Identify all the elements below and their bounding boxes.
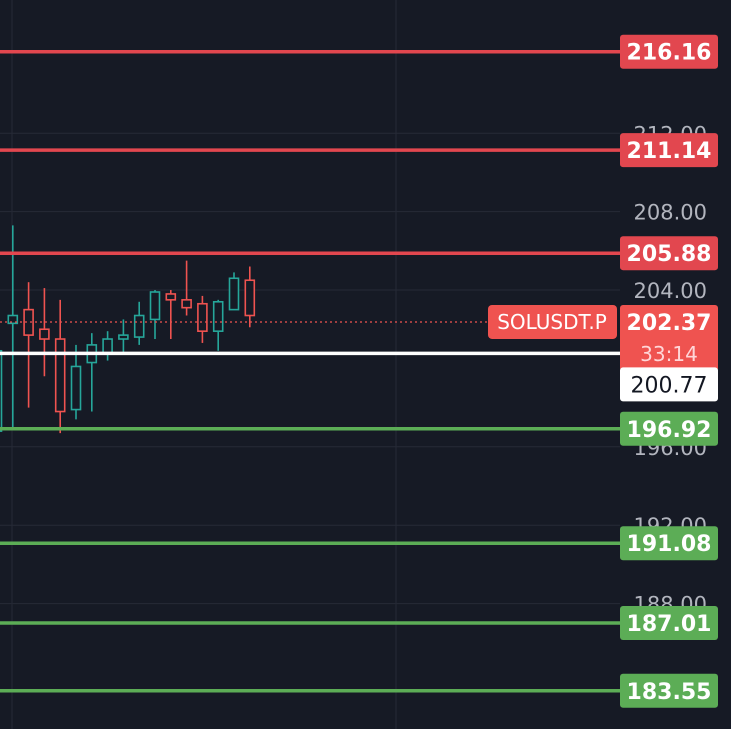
support-level-tag-label: 196.92 bbox=[627, 418, 712, 443]
support-level-tag bbox=[620, 605, 718, 640]
candle bbox=[228, 272, 240, 311]
resistance-level-tag bbox=[620, 236, 718, 271]
candle bbox=[244, 266, 256, 328]
price-tick-label: 208.00 bbox=[634, 201, 707, 225]
last-price-tag bbox=[620, 304, 718, 371]
resistance-level-tag bbox=[620, 34, 718, 69]
crosshair-tag bbox=[620, 367, 718, 402]
candle bbox=[133, 301, 145, 345]
chart-grid bbox=[0, 0, 620, 729]
support-level-tag bbox=[620, 411, 718, 446]
support-level-tag-label: 183.55 bbox=[627, 680, 712, 705]
candle bbox=[197, 295, 208, 343]
horizontal-levels: 216.16 211.14 205.88 196.92 191.08 187.01 183.… bbox=[0, 34, 718, 708]
support-level-tag-label: 187.01 bbox=[627, 612, 712, 637]
candle bbox=[149, 290, 161, 340]
symbol-badge bbox=[488, 304, 617, 339]
candle bbox=[39, 288, 50, 377]
candlestick-series bbox=[0, 225, 256, 434]
candle bbox=[7, 225, 19, 428]
symbol-label: SOLUSDT.P bbox=[497, 310, 607, 334]
candle bbox=[70, 344, 82, 420]
candle bbox=[23, 282, 34, 408]
candle-countdown: 33:14 bbox=[640, 342, 698, 366]
candle bbox=[165, 290, 177, 340]
price-tick-label: 204.00 bbox=[634, 279, 707, 303]
price-overlays: SOLUSDT.P 202.37 33:14 200.77 bbox=[0, 304, 718, 402]
resistance-level-tag bbox=[620, 133, 718, 168]
candle bbox=[212, 299, 224, 351]
candle bbox=[54, 299, 66, 434]
support-level-tag bbox=[620, 526, 718, 561]
resistance-level-tag-label: 211.14 bbox=[627, 139, 712, 164]
crosshair-tag-label: 200.77 bbox=[631, 373, 708, 398]
support-level-tag bbox=[620, 673, 718, 708]
candle bbox=[181, 260, 192, 316]
resistance-level-tag-label: 216.16 bbox=[627, 41, 712, 66]
last-price-tag-label: 202.37 bbox=[627, 311, 712, 336]
resistance-level-tag-label: 205.88 bbox=[627, 242, 712, 267]
candle bbox=[0, 349, 3, 432]
candle bbox=[102, 331, 113, 361]
support-level-tag-label: 191.08 bbox=[627, 532, 712, 557]
candle bbox=[118, 319, 129, 353]
candle bbox=[86, 333, 98, 412]
